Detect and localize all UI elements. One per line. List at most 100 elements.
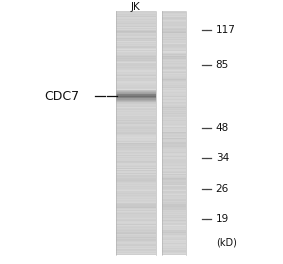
Bar bbox=[116, 175, 156, 176]
Bar bbox=[162, 91, 186, 92]
Bar bbox=[162, 228, 186, 229]
Bar bbox=[116, 213, 156, 214]
Text: (kD): (kD) bbox=[216, 238, 237, 248]
Bar bbox=[162, 195, 186, 196]
Bar bbox=[162, 239, 186, 240]
Bar bbox=[116, 49, 156, 50]
Bar bbox=[162, 178, 186, 179]
Bar bbox=[162, 197, 186, 198]
Bar bbox=[162, 166, 186, 167]
Bar bbox=[116, 74, 156, 75]
Bar bbox=[162, 73, 186, 74]
Bar bbox=[162, 215, 186, 216]
Bar bbox=[162, 191, 186, 192]
Bar bbox=[162, 108, 186, 109]
Bar bbox=[116, 218, 156, 219]
Bar bbox=[116, 238, 156, 239]
Bar bbox=[116, 246, 156, 247]
Bar bbox=[116, 171, 156, 172]
Bar bbox=[116, 243, 156, 244]
Bar bbox=[116, 237, 156, 238]
Bar bbox=[116, 231, 156, 232]
Bar bbox=[162, 177, 186, 178]
Bar bbox=[162, 38, 186, 39]
Bar bbox=[116, 180, 156, 181]
Bar bbox=[162, 220, 186, 221]
Bar bbox=[162, 116, 186, 117]
Bar bbox=[116, 128, 156, 129]
Bar bbox=[162, 226, 186, 227]
Bar bbox=[162, 243, 186, 244]
Bar bbox=[162, 49, 186, 50]
Bar bbox=[162, 130, 186, 131]
Bar bbox=[162, 173, 186, 174]
Bar bbox=[116, 215, 156, 216]
Bar bbox=[116, 108, 156, 109]
Bar bbox=[116, 106, 156, 107]
Bar bbox=[162, 206, 186, 207]
Bar bbox=[116, 135, 156, 136]
Bar bbox=[116, 76, 156, 77]
Bar bbox=[162, 61, 186, 62]
Bar bbox=[116, 15, 156, 16]
Bar bbox=[162, 217, 186, 218]
Bar bbox=[162, 106, 186, 107]
Bar bbox=[116, 122, 156, 123]
Bar bbox=[162, 83, 186, 84]
Bar bbox=[162, 238, 186, 239]
Bar bbox=[162, 113, 186, 114]
Text: 85: 85 bbox=[216, 60, 229, 70]
Bar bbox=[162, 22, 186, 23]
Bar bbox=[162, 118, 186, 119]
Bar bbox=[116, 134, 156, 135]
Bar bbox=[116, 88, 156, 89]
Bar bbox=[116, 148, 156, 149]
Bar bbox=[116, 138, 156, 139]
Bar bbox=[162, 137, 186, 138]
Bar bbox=[162, 248, 186, 249]
Bar bbox=[162, 176, 186, 177]
Bar bbox=[116, 141, 156, 142]
Bar bbox=[116, 130, 156, 131]
Bar bbox=[116, 251, 156, 252]
Bar bbox=[162, 132, 186, 133]
Bar bbox=[116, 31, 156, 32]
Bar bbox=[162, 98, 186, 99]
Bar bbox=[162, 110, 186, 111]
Bar bbox=[116, 41, 156, 42]
Bar bbox=[116, 89, 156, 90]
Bar bbox=[162, 126, 186, 127]
Bar bbox=[116, 93, 156, 95]
Bar bbox=[162, 222, 186, 223]
Bar bbox=[162, 218, 186, 219]
Bar bbox=[116, 57, 156, 58]
Bar bbox=[162, 216, 186, 217]
Bar bbox=[162, 254, 186, 255]
Bar bbox=[162, 183, 186, 184]
Bar bbox=[162, 221, 186, 222]
Bar bbox=[162, 29, 186, 30]
Bar bbox=[116, 149, 156, 150]
Bar bbox=[116, 110, 156, 111]
Bar bbox=[116, 201, 156, 202]
Bar bbox=[162, 244, 186, 245]
Bar bbox=[116, 233, 156, 234]
Bar bbox=[116, 18, 156, 19]
Bar bbox=[116, 119, 156, 120]
Bar bbox=[162, 139, 186, 140]
Bar bbox=[162, 24, 186, 25]
Bar bbox=[116, 172, 156, 173]
Bar bbox=[116, 99, 156, 100]
Bar bbox=[162, 136, 186, 137]
Bar bbox=[162, 79, 186, 80]
Bar bbox=[116, 30, 156, 31]
Bar bbox=[162, 143, 186, 144]
Bar bbox=[116, 65, 156, 66]
Bar bbox=[116, 187, 156, 188]
Bar bbox=[116, 78, 156, 79]
Bar bbox=[116, 142, 156, 143]
Bar bbox=[116, 200, 156, 201]
Bar bbox=[162, 45, 186, 46]
Bar bbox=[116, 178, 156, 179]
Bar bbox=[162, 147, 186, 148]
